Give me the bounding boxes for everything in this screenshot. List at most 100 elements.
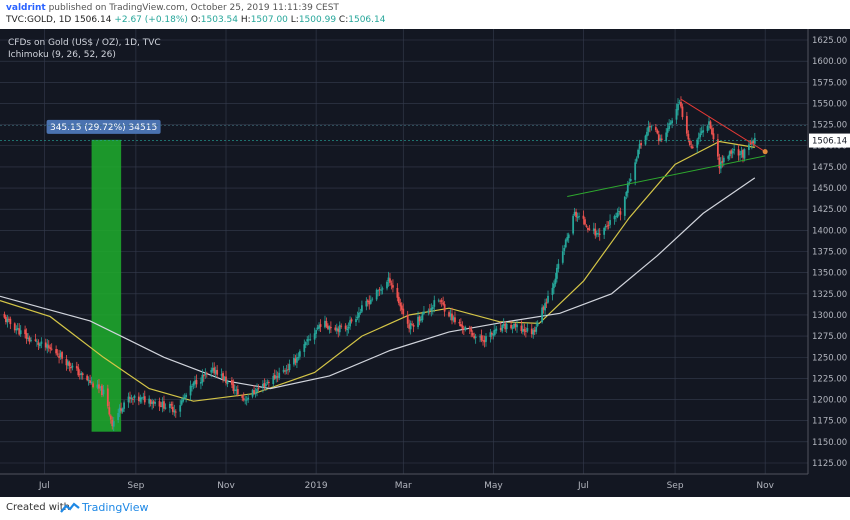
moving-average-layer (0, 140, 756, 402)
candle-body (440, 300, 443, 302)
price-tick-label: 1575.00 (812, 78, 847, 88)
candle-body (180, 400, 183, 405)
candle-body (118, 407, 121, 413)
candle-body (44, 342, 47, 348)
candle-body (30, 340, 32, 341)
candle-body (671, 120, 674, 124)
ascending-trendline (567, 155, 766, 197)
candle-body (205, 372, 208, 374)
candle-body (572, 215, 575, 234)
candle-body (730, 150, 733, 154)
price-chart[interactable]: 345.15 (29.72%) 34515 1125.00 1150.00 1175… (0, 29, 850, 497)
candle-body (202, 374, 205, 377)
candle-body (749, 143, 752, 145)
candle-body (511, 327, 514, 329)
candle-body (56, 353, 59, 355)
time-tick-label: May (484, 481, 503, 491)
candle-body (7, 318, 10, 320)
candle-body (251, 390, 254, 397)
candle-body (408, 324, 411, 329)
candle-body (231, 379, 233, 385)
candle-body (462, 328, 465, 330)
candle-body (226, 380, 229, 384)
candle-body (50, 348, 53, 350)
candle-body (173, 410, 176, 413)
trendline-layer (0, 98, 808, 197)
candle-body (266, 382, 269, 384)
candle-body (306, 339, 309, 342)
price-tick-label: 1200.00 (812, 396, 847, 406)
candle-body (117, 413, 120, 421)
candle-body (315, 330, 318, 334)
candle-body (123, 402, 125, 409)
candle-body (378, 289, 381, 291)
candle-body (678, 102, 681, 104)
tradingview-brand[interactable]: TradingView (82, 501, 149, 514)
time-axis[interactable]: Jul Sep Nov 2019 Mar May Jul Sep Nov (38, 481, 775, 491)
candle-body (272, 375, 275, 385)
candle-body (80, 372, 83, 376)
candle-body (706, 125, 709, 131)
candle-body (139, 397, 142, 402)
candle-body (411, 324, 414, 326)
candle-body (409, 323, 412, 330)
candle-body (428, 309, 431, 311)
candle-body (504, 323, 507, 330)
candle-body (253, 390, 255, 394)
candle-body (733, 148, 736, 151)
candle-body (542, 306, 545, 310)
candle-body (680, 101, 682, 107)
candle-body (15, 329, 18, 331)
candle-body (195, 379, 198, 385)
candle-body (24, 329, 27, 335)
candle-body (109, 415, 112, 420)
candle-body (46, 344, 49, 349)
candle-body (356, 316, 359, 319)
candle-body (92, 383, 94, 388)
legend-symbol: CFDs on Gold (US$ / OZ), 1D, TVC (8, 38, 161, 48)
candle-body (587, 227, 589, 230)
candle-body (696, 139, 699, 148)
price-axis[interactable]: 1125.00 1150.00 1175.00 1200.00 1225.00 1250.… (812, 36, 847, 469)
candle-body (58, 355, 60, 358)
candle-body (71, 365, 74, 368)
candle-body (716, 139, 719, 157)
candle-body (690, 146, 693, 148)
candle-body (163, 401, 165, 409)
candle-body (368, 301, 371, 305)
candle-body (604, 226, 607, 228)
candle-body (573, 211, 576, 215)
candle-body (25, 333, 28, 339)
candle-body (743, 149, 746, 159)
candle-body (55, 349, 58, 354)
candle-body (192, 382, 195, 386)
candle-body (575, 211, 577, 218)
candle-body (495, 328, 498, 331)
candle-body (473, 335, 476, 339)
candle-body (37, 342, 40, 345)
candle-body (595, 233, 598, 235)
candle-body (535, 326, 538, 332)
candle-body (563, 247, 566, 251)
author-link[interactable]: valdrint (6, 3, 46, 13)
candle-body (582, 215, 585, 219)
candle-body (108, 407, 111, 415)
candle-body (223, 377, 226, 381)
candle-body (347, 327, 350, 329)
moving-average-fast (0, 140, 755, 402)
candle-body (28, 337, 31, 342)
candle-body (711, 128, 713, 135)
price-tick-label: 1600.00 (812, 57, 847, 67)
candle-body (89, 380, 92, 384)
candle-body (220, 374, 223, 376)
candle-body (406, 314, 409, 324)
candle-body (358, 312, 360, 318)
candle-body (151, 401, 154, 404)
candle-body (13, 323, 16, 331)
candle-body (687, 133, 690, 140)
candle-body (307, 339, 310, 341)
time-tick-label: Jul (577, 481, 589, 491)
candle-body (325, 321, 328, 327)
candle-body (334, 327, 337, 331)
candle-body (244, 399, 247, 401)
